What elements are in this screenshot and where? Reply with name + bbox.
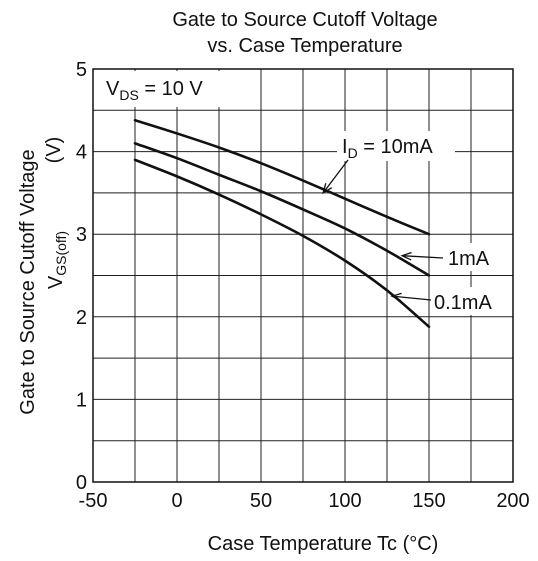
- y-tick-label: 5: [76, 59, 87, 81]
- x-axis-label: Case Temperature Tc (°C): [208, 533, 439, 555]
- label-bg-0.1mA: [432, 287, 504, 315]
- y-axis-label: Gate to Source Cutoff Voltage: [17, 149, 39, 414]
- arrow-10mA: [322, 159, 349, 194]
- arrow-1mA-head: [400, 251, 412, 261]
- condition-box-bg: [95, 71, 229, 107]
- series-label-0.1mA: 0.1mA: [434, 292, 492, 314]
- arrow-0.1mA: [391, 295, 432, 301]
- x-tick-label: 200: [496, 490, 529, 512]
- annotations: ID = 10mA 1mA 0.1mA: [322, 131, 504, 315]
- x-tick-label: 50: [250, 490, 272, 512]
- x-tick-label: -50: [79, 490, 108, 512]
- x-tick-label: 0: [171, 490, 182, 512]
- series-label-10mA: ID = 10mA: [342, 136, 433, 161]
- y-axis-symbol: VGS(off): [45, 231, 69, 289]
- y-axis-unit: (V): [43, 137, 65, 164]
- y-tick-label: 3: [76, 224, 87, 246]
- series-label-1mA: 1mA: [448, 248, 490, 270]
- x-tick-label: 100: [328, 490, 361, 512]
- series-line-1mA: [133, 142, 431, 277]
- chart-title-line2: vs. Case Temperature: [207, 35, 402, 57]
- y-tick-label: 4: [76, 142, 87, 164]
- condition-label: VDS = 10 V: [106, 78, 203, 103]
- arrow-10mA-head: [322, 183, 333, 195]
- label-bg-1mA: [445, 243, 503, 271]
- y-tick-label: 2: [76, 307, 87, 329]
- grid: [93, 69, 513, 482]
- series-line-10mA: [133, 118, 431, 236]
- y-tick-label: 0: [76, 472, 87, 494]
- series-line-0.1mA: [133, 158, 431, 329]
- arrow-1mA: [402, 255, 444, 259]
- chart-title-line1: Gate to Source Cutoff Voltage: [172, 9, 437, 31]
- series-lines: [133, 118, 431, 329]
- arrow-0.1mA-head: [390, 292, 402, 302]
- label-bg-10mA: [337, 131, 455, 161]
- y-tick-label: 1: [76, 389, 87, 411]
- plot-frame: [92, 68, 514, 483]
- x-tick-label: 150: [412, 490, 445, 512]
